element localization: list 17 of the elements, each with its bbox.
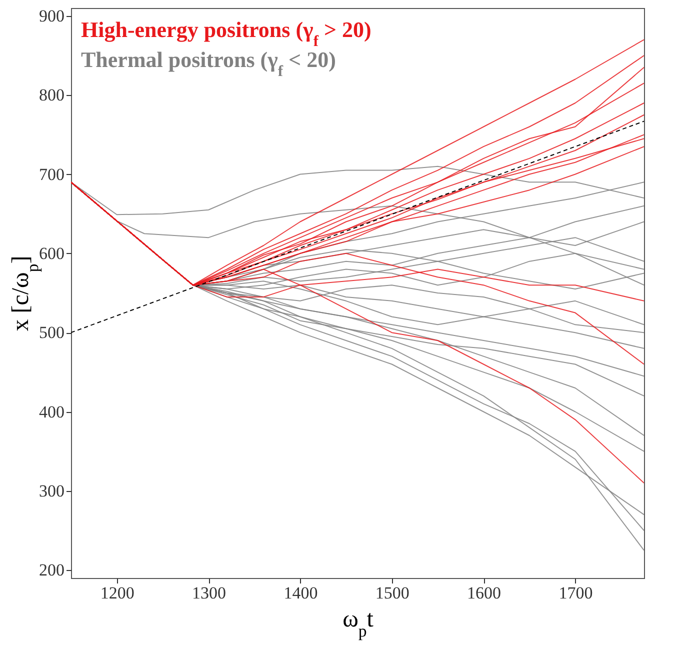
y-tick-label: 300 (39, 481, 64, 500)
x-tick-label: 1400 (284, 584, 318, 602)
y-tick-label: 800 (39, 86, 64, 105)
x-tick-label: 1200 (100, 584, 134, 602)
y-tick-label: 600 (39, 244, 64, 263)
x-tick-label: 1300 (192, 584, 226, 602)
text: High-energy positrons (γ$_{f}$ > 20) (81, 17, 372, 50)
x-tick-label: 1700 (558, 584, 593, 602)
x-tick-label: 1600 (467, 584, 502, 602)
y-tick-label: 500 (39, 323, 64, 342)
text: Thermal positrons (γ$_{f}$ < 20) (81, 47, 336, 80)
y-tick-label: 200 (39, 560, 64, 580)
y-tick-label: 400 (39, 402, 64, 422)
x-axis-title: ω$_{p}$t (342, 606, 374, 640)
y-tick-label: 700 (39, 164, 64, 184)
x-tick-label: 1500 (375, 584, 410, 602)
y-tick-label: 900 (39, 6, 64, 26)
